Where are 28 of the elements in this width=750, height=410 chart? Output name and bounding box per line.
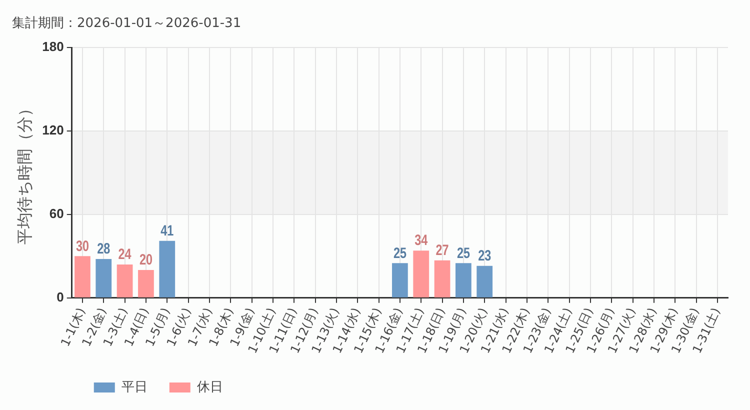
y-axis-title: 平均待ち時間（分） — [14, 100, 34, 245]
bar — [434, 260, 450, 298]
bar — [413, 250, 430, 298]
data-label: 20 — [139, 251, 152, 268]
chart-title: 集計期間：2026-01-01～2026-01-31 — [12, 16, 242, 32]
data-label: 41 — [160, 222, 174, 239]
bar — [159, 240, 176, 298]
data-label: 24 — [118, 246, 132, 262]
bar — [392, 263, 408, 298]
bar — [138, 270, 154, 298]
bar — [456, 263, 472, 298]
y-tick-label: 60 — [49, 206, 64, 222]
data-label: 23 — [478, 247, 492, 264]
legend-label: 休日 — [196, 380, 223, 395]
y-tick-label: 120 — [42, 122, 64, 138]
bar — [116, 264, 133, 298]
y-tick-label: 0 — [56, 289, 64, 304]
data-label: 25 — [393, 244, 407, 262]
data-label: 25 — [456, 244, 470, 262]
legend-label: 平日 — [121, 380, 148, 395]
data-label: 30 — [76, 237, 89, 254]
data-label: 28 — [97, 240, 111, 257]
bar — [74, 256, 90, 298]
y-tick-label: 180 — [42, 39, 64, 54]
data-label: 27 — [436, 242, 449, 258]
bar — [476, 266, 493, 298]
data-label: 34 — [414, 232, 428, 249]
bar — [96, 258, 112, 298]
